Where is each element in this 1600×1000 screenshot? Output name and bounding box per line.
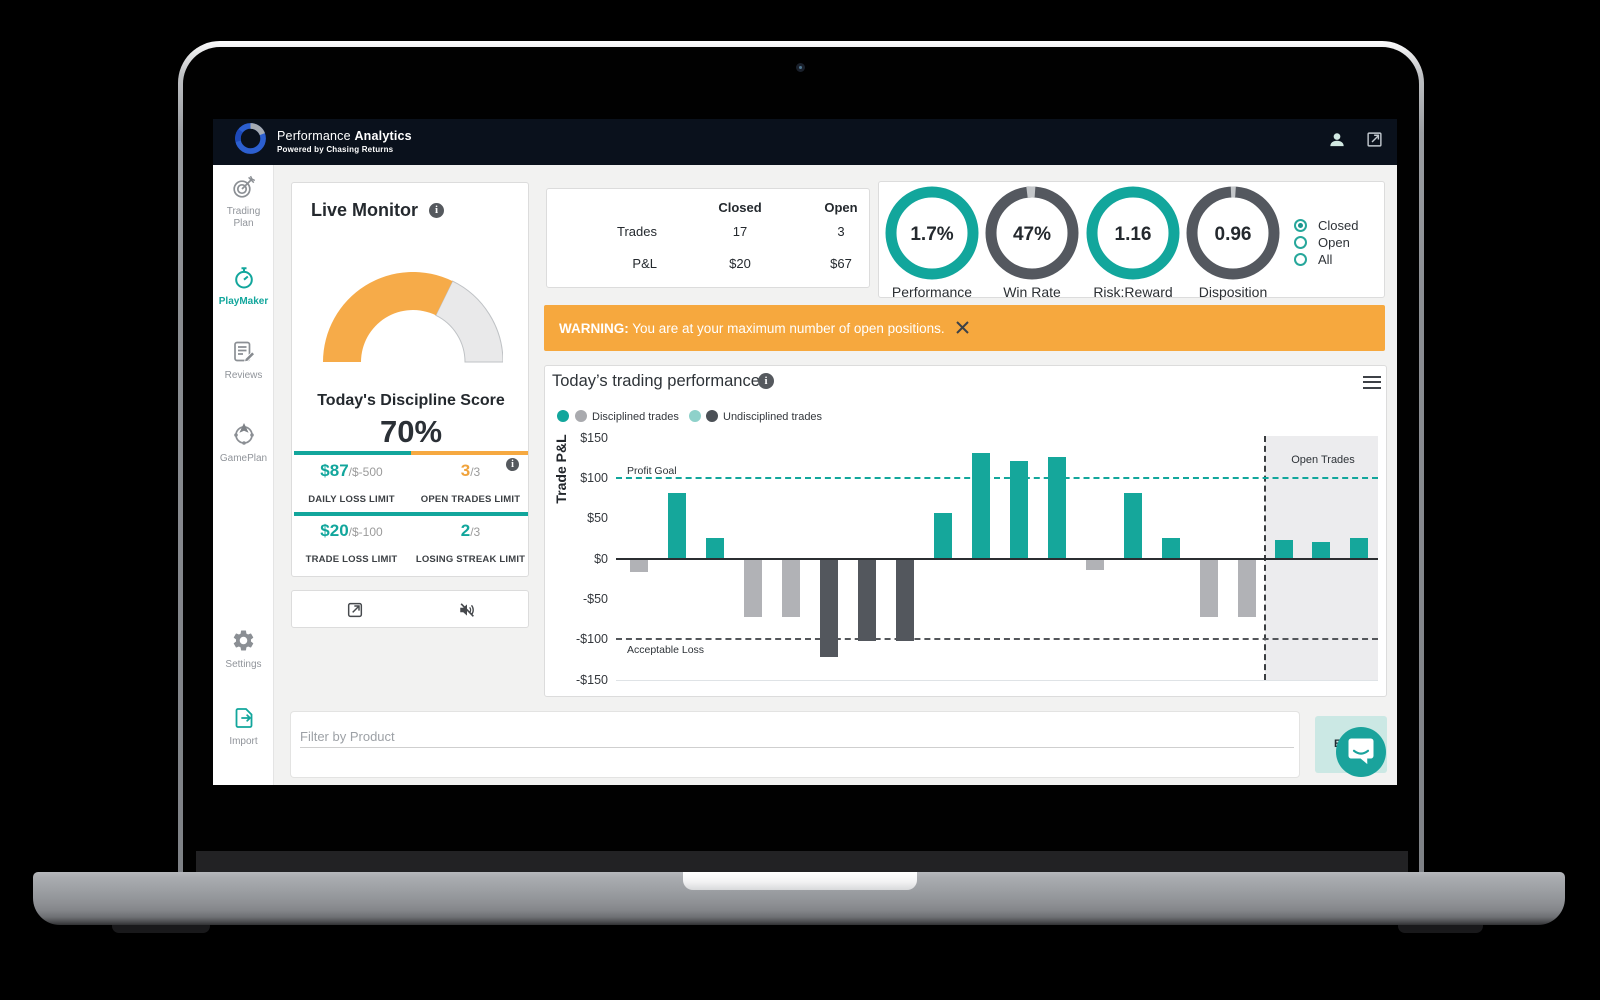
svg-text:1.7%: 1.7%: [910, 224, 953, 245]
svg-text:0.96: 0.96: [1215, 224, 1252, 245]
svg-text:1.16: 1.16: [1115, 224, 1152, 245]
svg-text:47%: 47%: [1013, 224, 1051, 245]
